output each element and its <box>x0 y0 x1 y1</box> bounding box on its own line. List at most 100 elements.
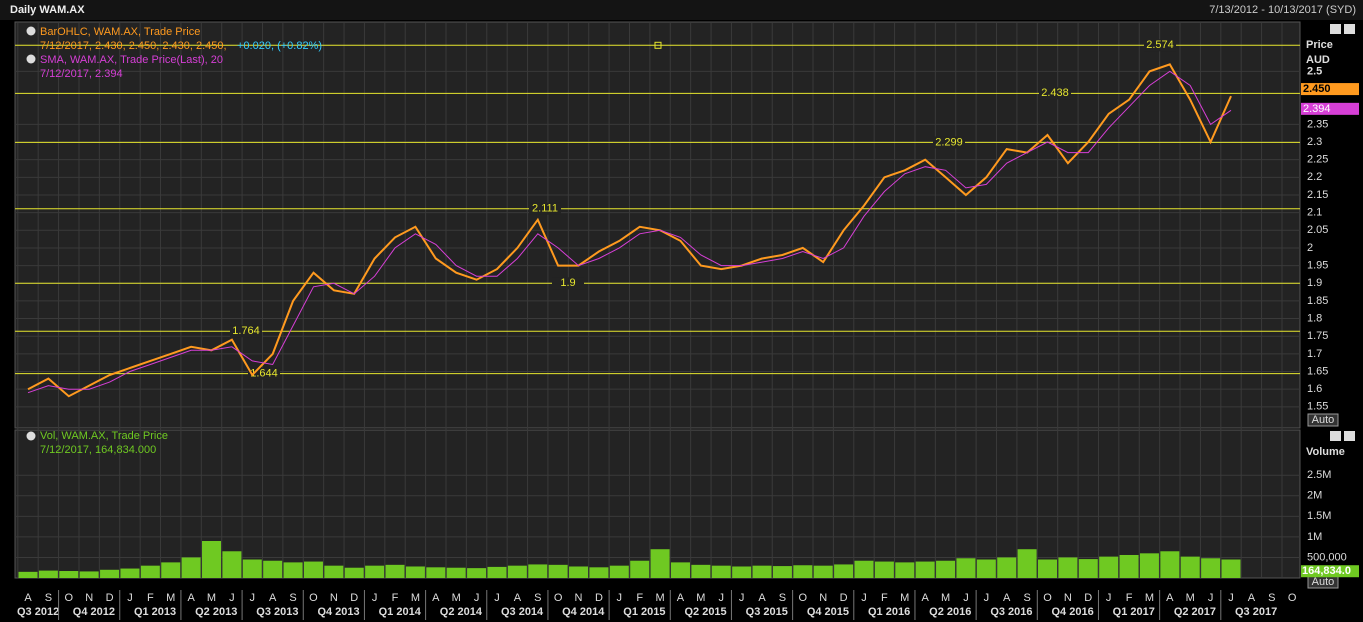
volume-bar <box>752 565 772 578</box>
legend-icon[interactable] <box>26 431 36 441</box>
x-tick-label: J <box>372 592 378 604</box>
quarter-label: Q3 2014 <box>501 606 544 618</box>
x-tick-label: F <box>881 592 888 604</box>
x-tick-label: A <box>921 592 929 604</box>
legend-entry: BarOHLC, WAM.AX, Trade Price <box>40 26 200 38</box>
x-tick-label: J <box>861 592 867 604</box>
level-label: 1.764 <box>232 325 260 337</box>
volume-bar <box>405 566 425 578</box>
x-tick-label: S <box>779 592 786 604</box>
price-panel <box>14 21 1301 429</box>
volume-bar <box>895 562 915 578</box>
legend: BarOHLC, WAM.AX, Trade Price 7/12/2017, … <box>26 26 322 456</box>
legend-detail: 7/12/2017, 164,834.000 <box>40 444 156 456</box>
volume-bar <box>1099 556 1119 578</box>
x-tick-label: J <box>1208 592 1214 604</box>
x-tick-label: D <box>840 592 848 604</box>
y-tick-label: 2.1 <box>1307 207 1322 219</box>
volume-bar <box>670 562 690 578</box>
y-tick-label: 1.8 <box>1307 312 1322 324</box>
level-label: 1.9 <box>560 277 575 289</box>
x-tick-label: A <box>24 592 32 604</box>
x-tick-label: A <box>1003 592 1011 604</box>
x-tick-label: A <box>758 592 766 604</box>
y-tick-label: 2.5 <box>1307 65 1322 77</box>
x-tick-label: D <box>595 592 603 604</box>
y-tick-label: 2.35 <box>1307 118 1328 130</box>
volume-bar <box>548 564 568 578</box>
volume-bar <box>569 566 589 578</box>
y-tick-label: 1.75 <box>1307 330 1328 342</box>
x-tick-label: A <box>187 592 195 604</box>
close-button[interactable] <box>1344 431 1355 441</box>
quarter-label: Q4 2013 <box>317 606 359 618</box>
volume-bar <box>120 568 140 578</box>
x-tick-label: J <box>127 592 133 604</box>
y-axis-title: Price <box>1306 39 1333 51</box>
x-tick-label: M <box>166 592 175 604</box>
price-line <box>27 63 1232 398</box>
x-tick-label: M <box>207 592 216 604</box>
volume-bar <box>507 565 527 578</box>
volume-bar <box>915 561 935 578</box>
close-button[interactable] <box>1344 24 1355 34</box>
date-range: 7/13/2012 - 10/13/2017 (SYD) <box>1209 4 1356 16</box>
volume-bar <box>1221 559 1241 578</box>
volume-bar <box>976 559 996 578</box>
volume-bar <box>609 565 629 578</box>
level-label-bg <box>933 136 965 149</box>
volume-bar <box>222 551 242 578</box>
legend-detail: 7/12/2017, 2.430, 2.450, 2.430, 2.450, <box>40 40 227 52</box>
volume-bar <box>793 565 813 578</box>
y-tick-label: 500,000 <box>1307 551 1347 563</box>
scale-button[interactable] <box>1307 413 1339 427</box>
volume-bar <box>263 560 283 578</box>
volume-bar <box>59 571 79 578</box>
y-tick-label: 2.5M <box>1307 469 1331 481</box>
x-tick-label: M <box>656 592 665 604</box>
volume-bar <box>140 565 160 578</box>
volume-bar <box>38 570 58 578</box>
restore-button[interactable] <box>1330 24 1341 34</box>
chart-title: Daily WAM.AX <box>10 4 85 16</box>
level-label: 2.111 <box>532 203 558 215</box>
x-tick-label: M <box>900 592 909 604</box>
level-label: 2.438 <box>1041 87 1069 99</box>
y-tick-label: 1.65 <box>1307 365 1328 377</box>
y-tick-label: 1M <box>1307 531 1322 543</box>
level-label-bg <box>552 277 584 290</box>
y-tick-label: 1.5M <box>1307 510 1331 522</box>
volume-bar <box>79 571 99 578</box>
volume-bar <box>181 557 201 578</box>
scale-button-label: Auto <box>1312 576 1335 588</box>
volume-bar <box>1201 558 1221 578</box>
y-tick-label: 2.05 <box>1307 224 1328 236</box>
last-value-box <box>1301 102 1359 115</box>
quarter-label: Q1 2016 <box>868 606 910 618</box>
y-tick-label: 2.25 <box>1307 154 1328 166</box>
y-tick-label: 1.85 <box>1307 295 1328 307</box>
legend-icon[interactable] <box>26 26 36 36</box>
x-tick-label: D <box>350 592 358 604</box>
x-tick-label: N <box>819 592 827 604</box>
x-tick-label: J <box>229 592 235 604</box>
y-axis-title: Volume <box>1306 446 1345 458</box>
level-label-bg <box>230 325 262 338</box>
quarter-label: Q1 2013 <box>134 606 176 618</box>
restore-button[interactable] <box>1330 431 1341 441</box>
x-tick-label: O <box>309 592 318 604</box>
quarter-label: Q3 2013 <box>256 606 298 618</box>
volume-bar <box>446 567 466 578</box>
quarter-label: Q4 2014 <box>562 606 605 618</box>
x-tick-label: O <box>1288 592 1297 604</box>
legend-icon[interactable] <box>26 54 36 64</box>
x-tick-label: S <box>45 592 52 604</box>
volume-bar <box>1119 554 1139 578</box>
sma-line <box>27 70 1232 394</box>
volume-bar <box>1058 557 1078 578</box>
volume-bar <box>874 561 894 578</box>
level-label-bg <box>1144 39 1176 52</box>
level-handle[interactable] <box>654 41 662 49</box>
volume-bar <box>711 565 731 578</box>
quarter-label: Q2 2016 <box>929 606 971 618</box>
